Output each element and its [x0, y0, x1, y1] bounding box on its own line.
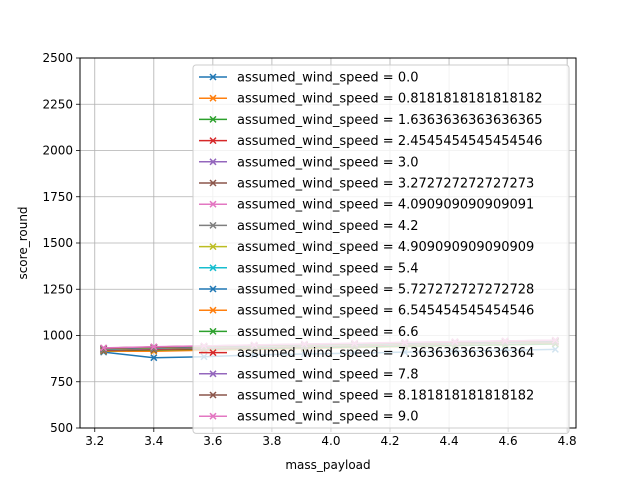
legend-box	[192, 64, 570, 434]
legend-marker	[209, 200, 217, 208]
y-tick-label: 1000	[42, 329, 73, 343]
x-tick-label: 3.8	[262, 434, 281, 448]
legend-marker	[209, 285, 217, 293]
legend-marker	[209, 221, 217, 229]
legend-marker	[209, 179, 217, 187]
legend-entry: assumed_wind_speed = 4.090909090909091	[199, 198, 534, 213]
legend-label: assumed_wind_speed = 9.0	[237, 410, 419, 425]
legend-marker	[209, 306, 217, 314]
legend-label: assumed_wind_speed = 8.181818181818182	[237, 389, 534, 404]
legend-marker	[209, 243, 217, 251]
y-tick-label: 500	[50, 421, 73, 435]
y-axis-label: score_round	[16, 206, 30, 279]
legend-entry: assumed_wind_speed = 1.6363636363636365	[199, 113, 543, 128]
legend-entry: assumed_wind_speed = 8.181818181818182	[199, 389, 534, 404]
x-tick-label: 3.4	[144, 434, 163, 448]
legend-entry: assumed_wind_speed = 5.4	[199, 261, 419, 276]
legend-marker	[209, 94, 217, 102]
y-axis-ticks: 500 750 1000 1250 1500 1750 2000 2250 2500	[42, 51, 80, 435]
legend-label: assumed_wind_speed = 2.4545454545454546	[237, 134, 543, 149]
legend-marker	[209, 137, 217, 145]
legend-label: assumed_wind_speed = 7.8	[237, 367, 419, 382]
legend-entry: assumed_wind_speed = 6.6	[199, 325, 419, 340]
legend-entry: assumed_wind_speed = 3.0	[199, 155, 419, 170]
y-tick-label: 750	[50, 375, 73, 389]
legend-marker	[209, 73, 217, 81]
y-tick-label: 1750	[42, 190, 73, 204]
y-tick-label: 2250	[42, 97, 73, 111]
data-point	[150, 343, 158, 351]
y-tick-label: 2000	[42, 144, 73, 158]
data-point	[150, 354, 158, 362]
x-tick-label: 3.6	[203, 434, 222, 448]
legend-entry: assumed_wind_speed = 4.2	[199, 219, 419, 234]
x-tick-label: 4.0	[321, 434, 340, 448]
legend-label: assumed_wind_speed = 4.909090909090909	[237, 240, 534, 255]
x-tick-label: 4.8	[558, 434, 577, 448]
legend-marker	[209, 327, 217, 335]
legend-entry: assumed_wind_speed = 4.909090909090909	[199, 240, 534, 255]
legend-label: assumed_wind_speed = 3.0	[237, 155, 419, 170]
x-axis-ticks: 3.2 3.4 3.6 3.8 4.0 4.2 4.4 4.6 4.8	[85, 428, 577, 448]
legend-label: assumed_wind_speed = 5.727272727272728	[237, 283, 534, 298]
legend-marker	[209, 349, 217, 357]
legend-label: assumed_wind_speed = 7.363636363636364	[237, 346, 534, 361]
legend-entry: assumed_wind_speed = 2.4545454545454546	[199, 134, 543, 149]
legend-marker	[209, 412, 217, 420]
data-point	[100, 344, 108, 352]
y-tick-label: 1250	[42, 282, 73, 296]
legend-label: assumed_wind_speed = 3.272727272727273	[237, 177, 534, 192]
legend-entry: assumed_wind_speed = 9.0	[199, 410, 419, 425]
y-tick-label: 2500	[42, 51, 73, 65]
legend-label: assumed_wind_speed = 0.0	[237, 71, 419, 86]
legend-label: assumed_wind_speed = 5.4	[237, 261, 419, 276]
legend-entry: assumed_wind_speed = 6.545454545454546	[199, 304, 534, 319]
legend-label: assumed_wind_speed = 6.545454545454546	[237, 304, 534, 319]
legend-marker	[209, 158, 217, 166]
x-tick-label: 4.4	[440, 434, 459, 448]
legend-label: assumed_wind_speed = 0.8181818181818182	[237, 92, 543, 107]
legend-marker	[209, 264, 217, 272]
legend-entry: assumed_wind_speed = 7.8	[199, 367, 419, 382]
legend-label: assumed_wind_speed = 4.2	[237, 219, 419, 234]
legend-entry: assumed_wind_speed = 0.8181818181818182	[199, 92, 543, 107]
legend-label: assumed_wind_speed = 1.6363636363636365	[237, 113, 543, 128]
legend-marker	[209, 370, 217, 378]
x-axis-label: mass_payload	[285, 458, 370, 472]
x-tick-label: 3.2	[85, 434, 104, 448]
x-tick-label: 4.2	[380, 434, 399, 448]
legend-entry: assumed_wind_speed = 5.727272727272728	[199, 283, 534, 298]
legend-marker	[209, 391, 217, 399]
legend-label: assumed_wind_speed = 6.6	[237, 325, 419, 340]
legend: assumed_wind_speed = 0.0 assumed_wind_spe…	[192, 64, 570, 434]
y-tick-label: 1500	[42, 236, 73, 250]
legend-marker	[209, 115, 217, 123]
legend-entry: assumed_wind_speed = 7.363636363636364	[199, 346, 534, 361]
x-tick-label: 4.6	[499, 434, 518, 448]
legend-entry: assumed_wind_speed = 3.272727272727273	[199, 177, 534, 192]
legend-entry: assumed_wind_speed = 0.0	[199, 71, 419, 86]
legend-label: assumed_wind_speed = 4.090909090909091	[237, 198, 534, 213]
